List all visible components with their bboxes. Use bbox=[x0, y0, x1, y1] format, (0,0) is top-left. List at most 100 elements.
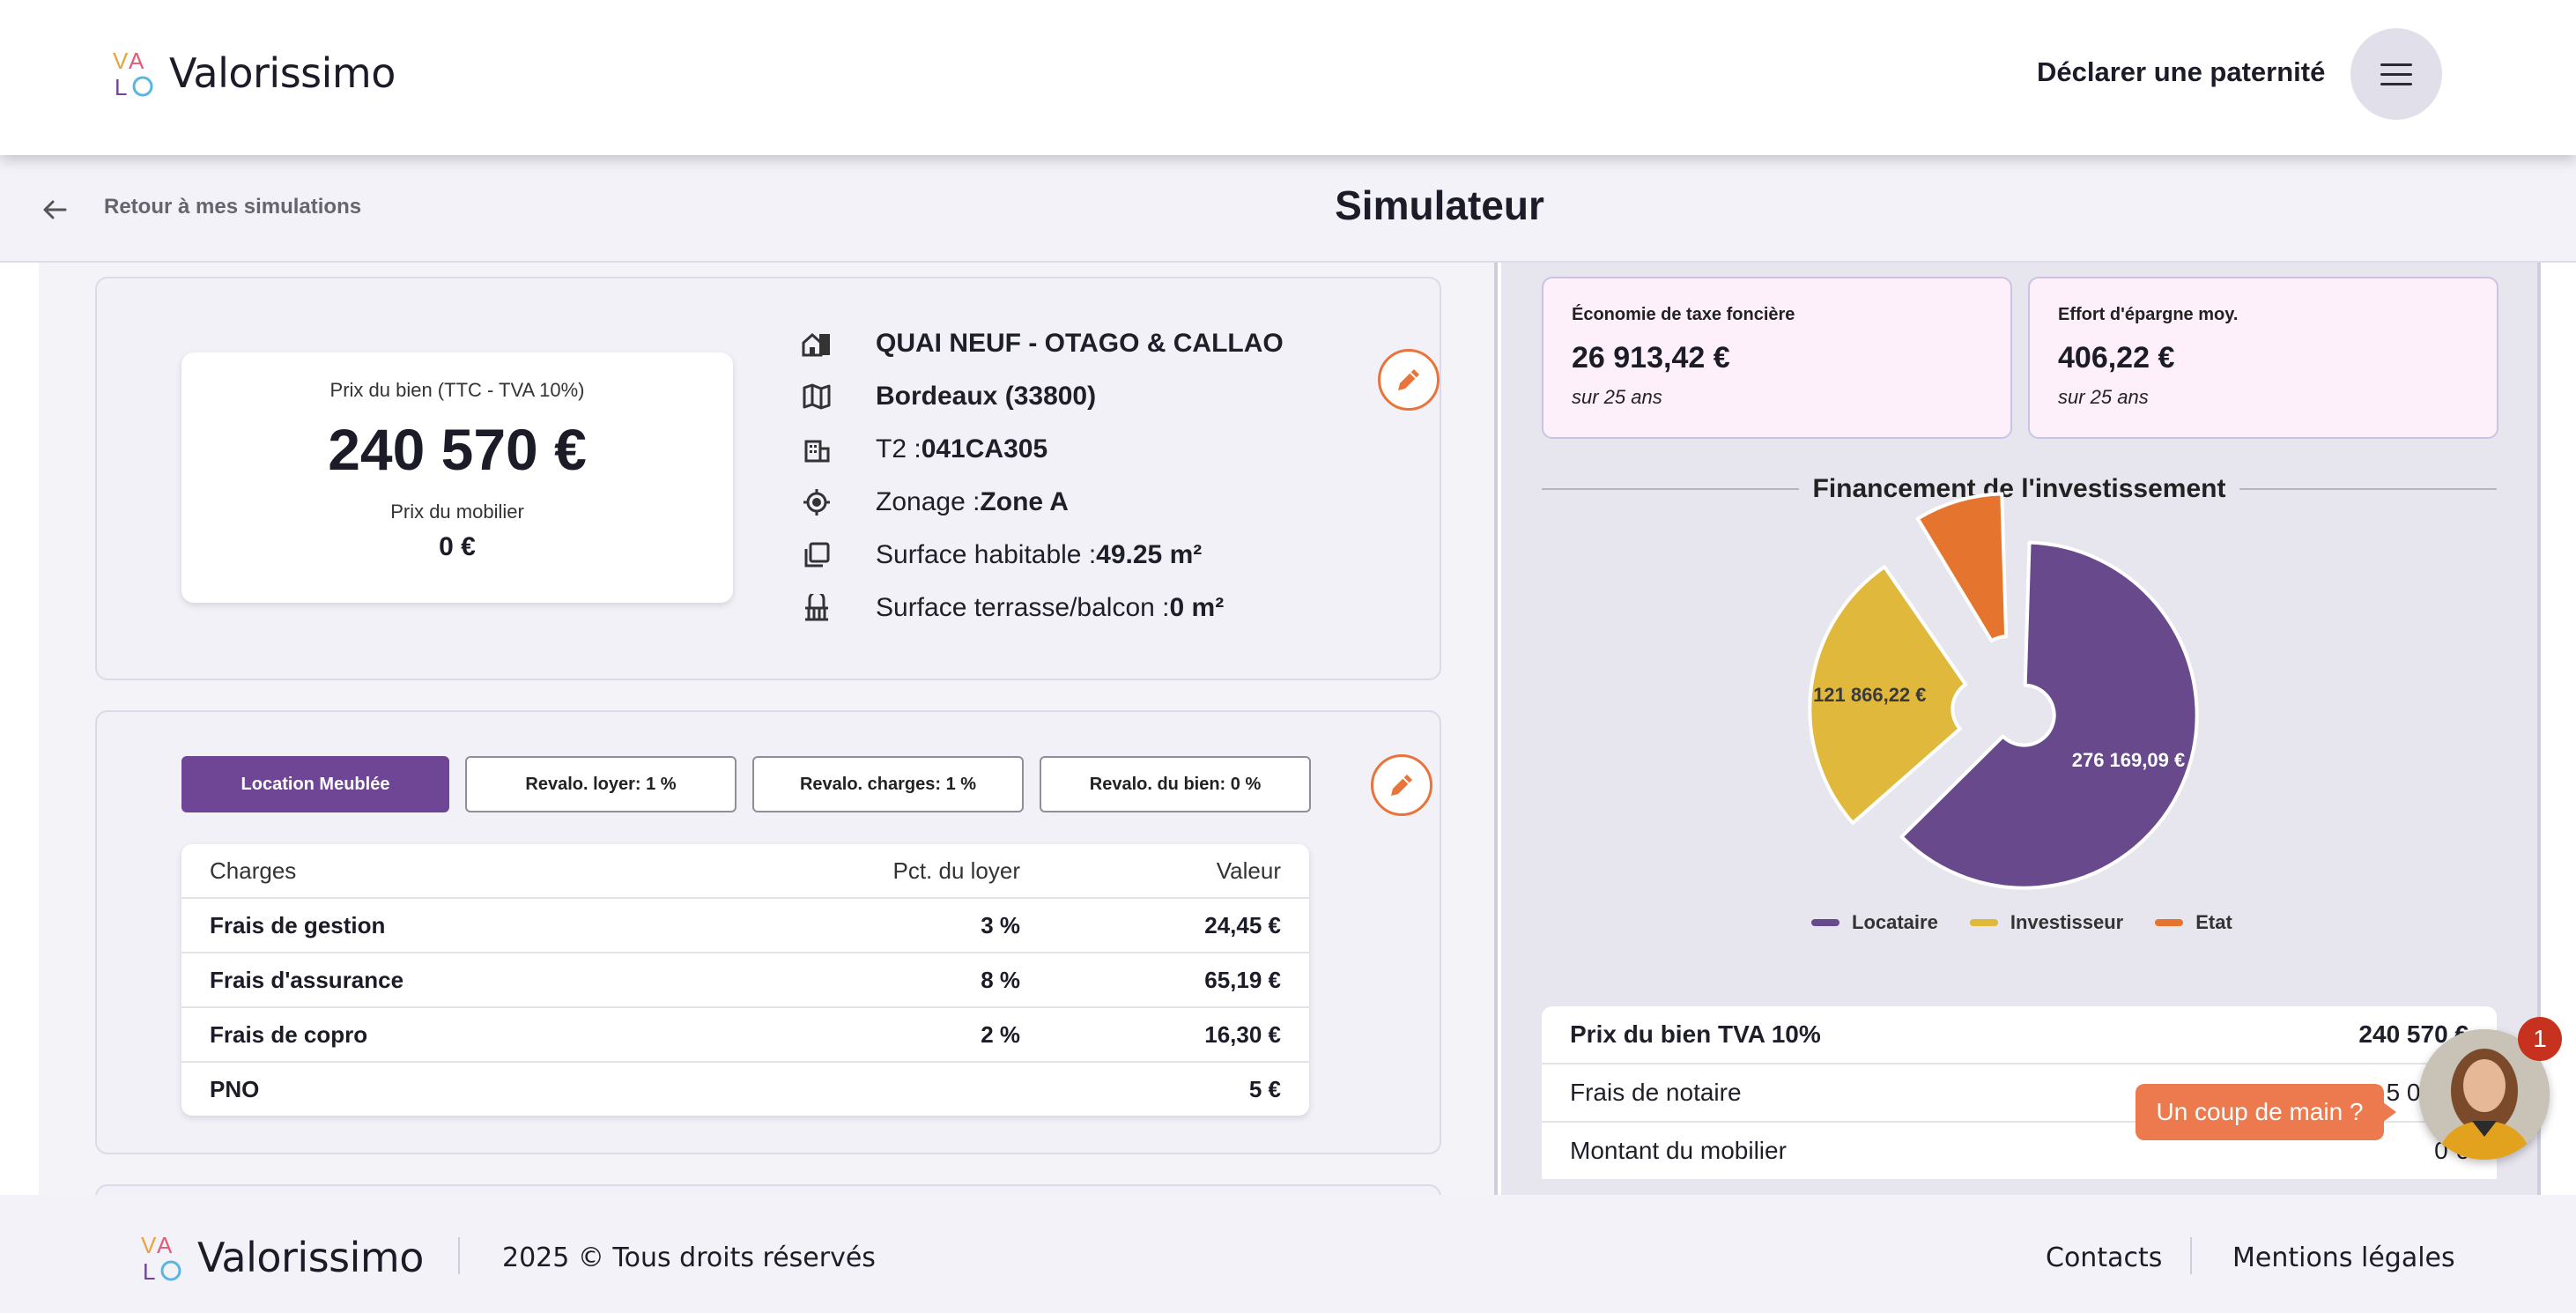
chip-rent-revaluation[interactable]: Revalo. loyer: 1 % bbox=[465, 756, 737, 812]
pie-slice-investisseur[interactable] bbox=[1808, 565, 1968, 825]
rental-options: Location Meublée Revalo. loyer: 1 % Reva… bbox=[181, 756, 1311, 812]
hamburger-icon bbox=[2380, 63, 2412, 66]
notification-badge: 1 bbox=[2518, 1017, 2562, 1061]
fin-label: Frais de notaire bbox=[1570, 1079, 1742, 1106]
table-row: Montant du mobilier 0 € bbox=[1542, 1121, 2497, 1179]
header-charges: Charges bbox=[210, 857, 297, 884]
stat-sub: sur 25 ans bbox=[1572, 386, 1662, 408]
header-pct: Pct. du loyer bbox=[892, 857, 1020, 884]
surface-row: Surface habitable : 49.25 m² bbox=[802, 529, 1284, 582]
price-value: 240 570 € bbox=[328, 417, 587, 482]
back-to-simulations-link[interactable]: Retour à mes simulations bbox=[104, 195, 362, 219]
lot-ref: 041CA305 bbox=[921, 434, 1048, 464]
fin-label: Montant du mobilier bbox=[1570, 1137, 1787, 1164]
divider bbox=[2239, 488, 2497, 490]
balcony-icon bbox=[802, 593, 832, 623]
stat-value: 406,22 € bbox=[2058, 341, 2175, 375]
arrow-left-icon[interactable] bbox=[41, 196, 69, 224]
charges-table: Charges Pct. du loyer Valeur Frais de ge… bbox=[181, 844, 1309, 1116]
price-label: Prix du bien (TTC - TVA 10%) bbox=[329, 379, 585, 401]
city-row: Bordeaux (33800) bbox=[802, 370, 1284, 423]
rental-card: Location Meublée Revalo. loyer: 1 % Reva… bbox=[95, 710, 1441, 1154]
chip-charges-revaluation[interactable]: Revalo. charges: 1 % bbox=[752, 756, 1024, 812]
legend-item-investisseur[interactable]: Investisseur bbox=[1969, 911, 2124, 934]
top-navbar: V A L Valorissimo Déclarer une paternité bbox=[0, 0, 2576, 155]
svg-text:L: L bbox=[115, 74, 127, 99]
table-row: Prix du bien TVA 10% 240 570 € bbox=[1542, 1006, 2497, 1063]
charges-header-row: Charges Pct. du loyer Valeur bbox=[181, 844, 1309, 897]
pie-label-locataire: 276 169,09 € bbox=[2072, 749, 2185, 771]
charge-name: Frais de gestion bbox=[210, 911, 386, 938]
charge-name: Frais de copro bbox=[210, 1020, 368, 1048]
footer-divider bbox=[458, 1237, 460, 1274]
charge-value: 24,45 € bbox=[1204, 911, 1281, 938]
support-avatar[interactable] bbox=[2419, 1029, 2550, 1160]
charge-name: Frais d'assurance bbox=[210, 966, 404, 993]
table-row: PNO 5 € bbox=[181, 1061, 1309, 1116]
next-card bbox=[95, 1184, 1441, 1195]
lot-type: T2 : bbox=[876, 434, 922, 464]
brand-name: Valorissimo bbox=[197, 1234, 424, 1281]
building-home-icon bbox=[802, 329, 832, 359]
furniture-value: 0 € bbox=[439, 532, 476, 561]
charge-name: PNO bbox=[210, 1075, 260, 1102]
charge-value: 16,30 € bbox=[1204, 1020, 1281, 1048]
legend-item-etat[interactable]: Etat bbox=[2155, 911, 2232, 934]
pencil-icon bbox=[1391, 775, 1412, 796]
pie-slice-etat[interactable] bbox=[1915, 492, 2009, 643]
map-icon bbox=[802, 382, 832, 412]
menu-button[interactable] bbox=[2350, 28, 2442, 120]
pie-slice-locataire[interactable] bbox=[1899, 540, 2199, 890]
page-title: Simulateur bbox=[1335, 182, 1544, 228]
svg-text:V: V bbox=[141, 1232, 157, 1258]
footer-brand-logo[interactable]: V A L Valorissimo bbox=[141, 1232, 424, 1283]
edit-property-button[interactable] bbox=[1378, 349, 1440, 411]
support-agent-avatar-icon bbox=[2419, 1029, 2550, 1160]
pencil-icon bbox=[1398, 369, 1419, 390]
chart-legend: Locataire Investisseur Etat bbox=[1811, 911, 2232, 934]
legend-item-locataire[interactable]: Locataire bbox=[1811, 911, 1938, 934]
help-bubble[interactable]: Un coup de main ? bbox=[2136, 1084, 2396, 1140]
header-value: Valeur bbox=[1216, 857, 1281, 884]
chip-furnished-rental[interactable]: Location Meublée bbox=[181, 756, 449, 812]
copyright: 2025 © Tous droits réservés bbox=[502, 1243, 876, 1273]
declare-paternity-link[interactable]: Déclarer une paternité bbox=[2037, 56, 2326, 87]
legal-link[interactable]: Mentions légales bbox=[2232, 1243, 2455, 1273]
left-panel: Prix du bien (TTC - TVA 10%) 240 570 € P… bbox=[39, 263, 1498, 1195]
legend-swatch bbox=[2155, 919, 2184, 926]
stat-value: 26 913,42 € bbox=[1572, 341, 1730, 375]
terrace-row: Surface terrasse/balcon : 0 m² bbox=[802, 582, 1284, 634]
stat-label: Effort d'épargne moy. bbox=[2058, 305, 2239, 324]
charge-value: 65,19 € bbox=[1204, 966, 1281, 993]
chip-property-revaluation[interactable]: Revalo. du bien: 0 % bbox=[1040, 756, 1311, 812]
table-row: Frais de copro 2 % 16,30 € bbox=[181, 1006, 1309, 1061]
edit-rental-button[interactable] bbox=[1371, 754, 1432, 816]
svg-text:L: L bbox=[143, 1258, 155, 1283]
divider bbox=[1542, 488, 1799, 490]
svg-text:A: A bbox=[157, 1232, 173, 1258]
contacts-link[interactable]: Contacts bbox=[2046, 1243, 2163, 1273]
fin-label: Prix du bien TVA 10% bbox=[1570, 1020, 1821, 1048]
table-row: Frais de gestion 3 % 24,45 € bbox=[181, 897, 1309, 952]
financing-title: Financement de l'investissement bbox=[1812, 474, 2226, 503]
footer: V A L Valorissimo 2025 © Tous droits rés… bbox=[0, 1195, 2576, 1313]
brand-name: Valorissimo bbox=[169, 49, 396, 97]
surface-copy-icon bbox=[802, 540, 832, 570]
financing-pie-chart: 276 169,09 € 121 866,22 € bbox=[1808, 492, 2199, 890]
legend-label: Etat bbox=[2195, 911, 2232, 933]
pie-label-investisseur: 121 866,22 € bbox=[1813, 684, 1926, 706]
stat-sub: sur 25 ans bbox=[2058, 386, 2149, 408]
stat-label: Économie de taxe foncière bbox=[1572, 305, 1795, 324]
valorissimo-logo-icon: V A L bbox=[113, 48, 153, 99]
zoning-value: Zone A bbox=[980, 487, 1069, 516]
legend-label: Investisseur bbox=[2010, 911, 2124, 933]
program-name: QUAI NEUF - OTAGO & CALLAO bbox=[876, 329, 1284, 358]
charge-value: 5 € bbox=[1248, 1075, 1281, 1102]
financing-title-wrap: Financement de l'investissement bbox=[1542, 471, 2497, 506]
brand-logo[interactable]: V A L Valorissimo bbox=[113, 48, 396, 99]
price-box: Prix du bien (TTC - TVA 10%) 240 570 € P… bbox=[181, 352, 733, 603]
surface-value: 49.25 m² bbox=[1096, 540, 1203, 569]
zoning-label: Zonage : bbox=[876, 487, 981, 516]
footer-divider bbox=[2190, 1237, 2192, 1274]
city-name: Bordeaux (33800) bbox=[876, 382, 1097, 411]
